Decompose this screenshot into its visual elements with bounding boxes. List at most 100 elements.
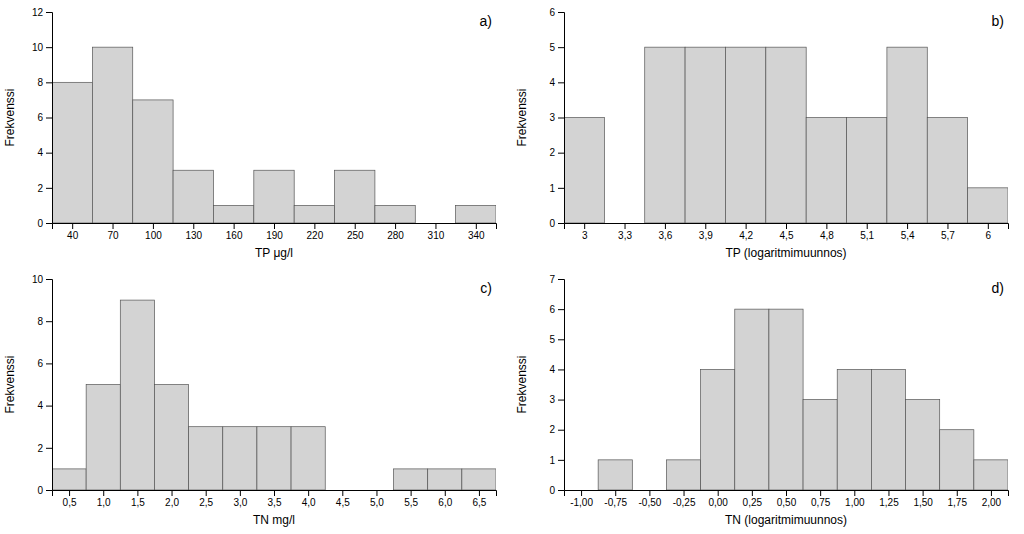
y-axis-tick-mark (46, 321, 52, 322)
x-axis-tick: -1,00 (570, 490, 593, 508)
y-axis-tick: 6 (37, 112, 52, 123)
x-axis-tick-label: -0,75 (604, 497, 627, 508)
histogram-bar (564, 490, 598, 491)
x-axis-tick-mark (153, 223, 154, 229)
x-axis-tick-label: 0,50 (777, 497, 797, 508)
histogram-bar (223, 427, 257, 490)
bars (52, 300, 496, 490)
histogram-bar (685, 47, 725, 223)
histogram-bar (133, 100, 173, 223)
x-axis-tick: 0,5 (63, 490, 77, 508)
y-axis-tick: 0 (549, 218, 564, 229)
x-axis-tick-label: 3,3 (618, 230, 632, 241)
x-axis: 33,33,63,94,24,54,85,15,45,76 (565, 223, 1009, 241)
histogram-bar (847, 118, 887, 224)
y-axis-tick-mark (558, 490, 564, 491)
figure: 4070100130160190220250280310340024681012… (0, 0, 1024, 534)
x-axis-tick-label: 6 (986, 230, 992, 241)
y-axis-tick-label: 1 (549, 183, 555, 194)
histogram-bar (394, 469, 428, 490)
y-axis-tick: 2 (549, 424, 564, 435)
x-axis-tick-label: 40 (67, 230, 79, 241)
histogram-bar (456, 205, 496, 223)
histogram-bar (632, 490, 666, 491)
y-axis-tick-label: 2 (37, 183, 43, 194)
x-axis-tick-label: 0,75 (811, 497, 831, 508)
x-axis-tick-mark (193, 223, 194, 229)
x-axis-tick-mark (376, 490, 377, 496)
y-axis-tick: 10 (32, 42, 52, 53)
y-axis-tick-label: 8 (37, 316, 43, 327)
x-axis-tick-mark (342, 490, 343, 496)
y-axis-tick-mark (558, 82, 564, 83)
y-axis-tick: 0 (37, 218, 52, 229)
x-axis-tick-label: 5,5 (404, 497, 418, 508)
x-axis-tick: 40 (67, 223, 79, 241)
x-axis-tick-mark (854, 490, 855, 496)
x-axis-tick: 5,0 (370, 490, 384, 508)
histogram-bar (213, 205, 253, 223)
x-axis-tick: 2,5 (199, 490, 213, 508)
histogram-bar (927, 118, 967, 224)
x-axis-tick-label: 220 (307, 230, 324, 241)
x-axis-line (53, 224, 497, 230)
histogram-bar (291, 427, 325, 490)
x-axis-tick-label: 3 (582, 230, 588, 241)
y-axis-tick-mark (46, 448, 52, 449)
x-axis-tick-mark (752, 490, 753, 496)
y-axis-tick-label: 5 (549, 42, 555, 53)
y-axis-tick-label: 6 (37, 358, 43, 369)
x-axis-tick-mark (888, 490, 889, 496)
x-axis-tick-mark (746, 223, 747, 229)
x-axis-tick: 5,1 (860, 223, 874, 241)
histogram-bar (766, 47, 806, 223)
x-axis-tick-mark (314, 223, 315, 229)
x-axis-tick-mark (615, 490, 616, 496)
x-axis-tick: 3 (582, 223, 588, 241)
x-axis-tick-mark (411, 490, 412, 496)
x-axis-tick-label: 5,0 (370, 497, 384, 508)
panel: 33,33,63,94,24,54,85,15,45,760123456TP (… (515, 7, 1009, 260)
x-axis-tick-label: 160 (226, 230, 243, 241)
x-axis-tick-label: 4,8 (820, 230, 834, 241)
x-axis-tick-mark (684, 490, 685, 496)
y-axis-tick-mark (46, 82, 52, 83)
y-axis-tick: 7 (549, 274, 564, 285)
x-axis-tick-mark (923, 490, 924, 496)
x-axis-tick-label: 3,6 (658, 230, 672, 241)
x-axis-tick: 190 (266, 223, 283, 241)
x-axis-tick-mark (445, 490, 446, 496)
panel: 0,51,01,52,02,53,03,54,04,55,05,56,06,50… (3, 274, 497, 527)
y-axis-tick-mark (558, 400, 564, 401)
x-axis-tick-mark (479, 490, 480, 496)
y-axis-tick-mark (46, 490, 52, 491)
x-axis-tick-label: 3,9 (699, 230, 713, 241)
x-axis-tick: 6,0 (438, 490, 452, 508)
x-axis-title: TN (logaritmimuunnos) (725, 513, 847, 527)
x-axis-tick-label: 1,5 (131, 497, 145, 508)
x-axis-tick-mark (113, 223, 114, 229)
y-axis-line (46, 280, 53, 491)
x-axis-tick: 5,7 (941, 223, 955, 241)
y-axis-tick-label: 10 (32, 42, 44, 53)
y-axis-tick-label: 0 (549, 485, 555, 496)
x-axis-tick-mark (476, 223, 477, 229)
x-axis-tick-label: -0,50 (638, 497, 661, 508)
x-axis-tick-mark (103, 490, 104, 496)
x-axis-tick: -0,75 (604, 490, 627, 508)
y-axis-tick: 5 (549, 334, 564, 345)
x-axis-tick: 0,00 (708, 490, 728, 508)
x-axis-tick-mark (69, 490, 70, 496)
x-axis-tick-mark (786, 490, 787, 496)
x-axis-tick: 4,0 (302, 490, 316, 508)
x-axis: 4070100130160190220250280310340 (53, 223, 497, 241)
x-axis-tick-label: 3,0 (233, 497, 247, 508)
x-axis-tick-label: 0,25 (743, 497, 763, 508)
x-axis-tick-mark (240, 490, 241, 496)
y-axis-tick-mark (558, 188, 564, 189)
y-axis-tick: 4 (549, 364, 564, 375)
x-axis-tick: 340 (468, 223, 485, 241)
x-axis-tick: 6 (986, 223, 992, 241)
y-axis-tick-label: 10 (32, 274, 44, 285)
histogram-bar (294, 205, 334, 223)
